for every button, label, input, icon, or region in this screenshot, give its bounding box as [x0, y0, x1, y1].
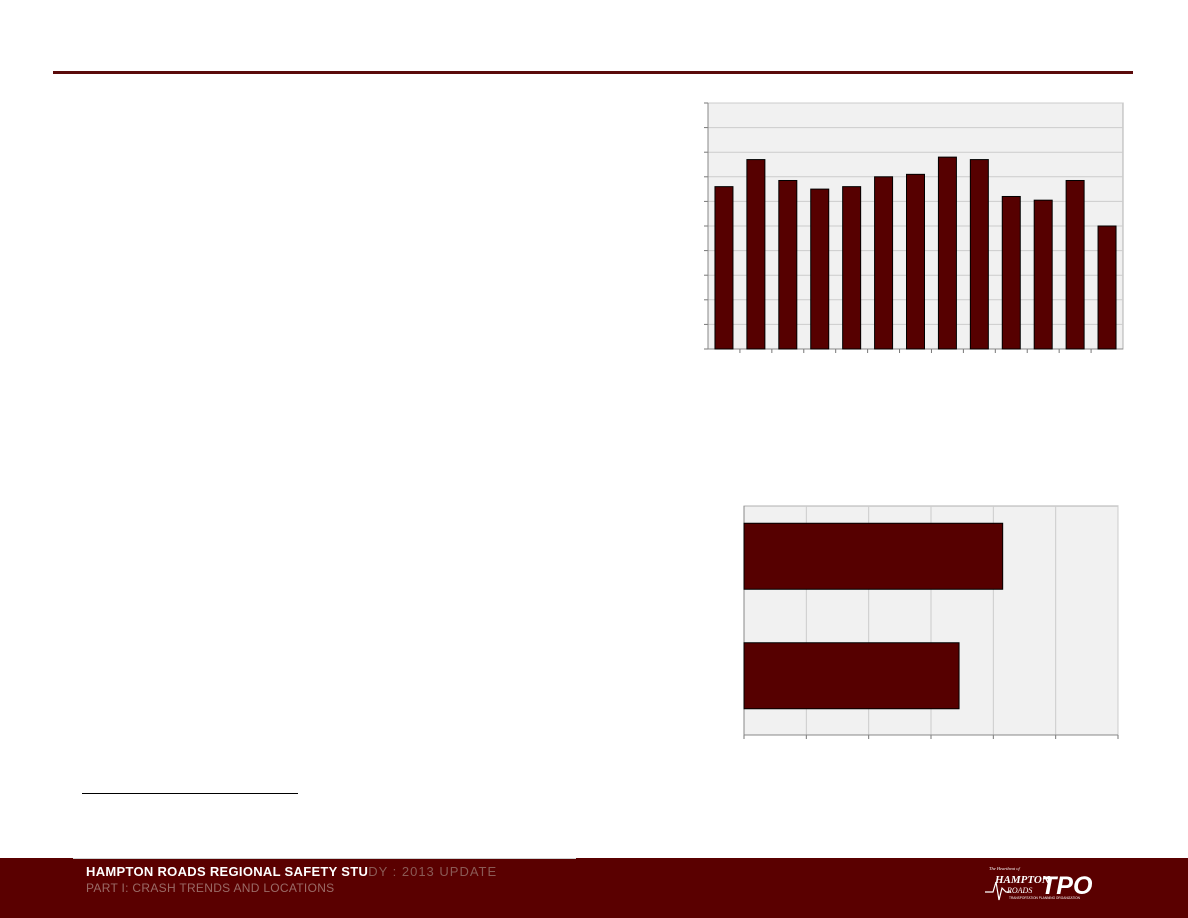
bar — [1001, 195, 1021, 350]
bar — [810, 188, 830, 350]
bar — [1065, 179, 1085, 350]
bar — [1097, 225, 1117, 350]
horizontal-bar-chart — [743, 505, 1119, 739]
footer-hairline — [73, 858, 576, 859]
footer-title: HAMPTON ROADS REGIONAL SAFETY STUDY : 20… — [86, 864, 497, 879]
header-rule — [53, 71, 1133, 74]
bar — [778, 179, 798, 350]
footer-title-main: HAMPTON ROADS REGIONAL SAFETY STU — [86, 864, 369, 879]
page-footer: HAMPTON ROADS REGIONAL SAFETY STUDY : 20… — [0, 858, 1188, 918]
tpo-logo: The Heartbeat of HAMPTON ROADS TPO TRANS… — [985, 866, 1093, 901]
bar — [1033, 199, 1053, 350]
bar — [714, 186, 734, 350]
bar — [743, 642, 960, 710]
bar — [906, 173, 925, 350]
logo-name-line2: ROADS — [1006, 886, 1032, 895]
logo-name-line1: HAMPTON — [994, 874, 1051, 886]
bar — [842, 186, 862, 350]
logo-tagline: TRANSPORTATION PLANNING ORGANIZATION — [1009, 896, 1081, 900]
heartbeat-icon — [985, 881, 1011, 901]
bar — [743, 522, 1004, 590]
logo-small-text: The Heartbeat of — [989, 866, 1020, 871]
vertical-bar-chart — [704, 102, 1124, 353]
logo-acronym: TPO — [1041, 872, 1093, 900]
bar — [746, 159, 766, 350]
bar — [874, 176, 894, 350]
footer-subtitle: PART I: CRASH TRENDS AND LOCATIONS — [86, 881, 335, 895]
bar — [937, 156, 957, 350]
footnote-rule — [82, 793, 298, 794]
footer-title-rest: DY : 2013 UPDATE — [368, 864, 498, 879]
bar — [969, 159, 989, 350]
